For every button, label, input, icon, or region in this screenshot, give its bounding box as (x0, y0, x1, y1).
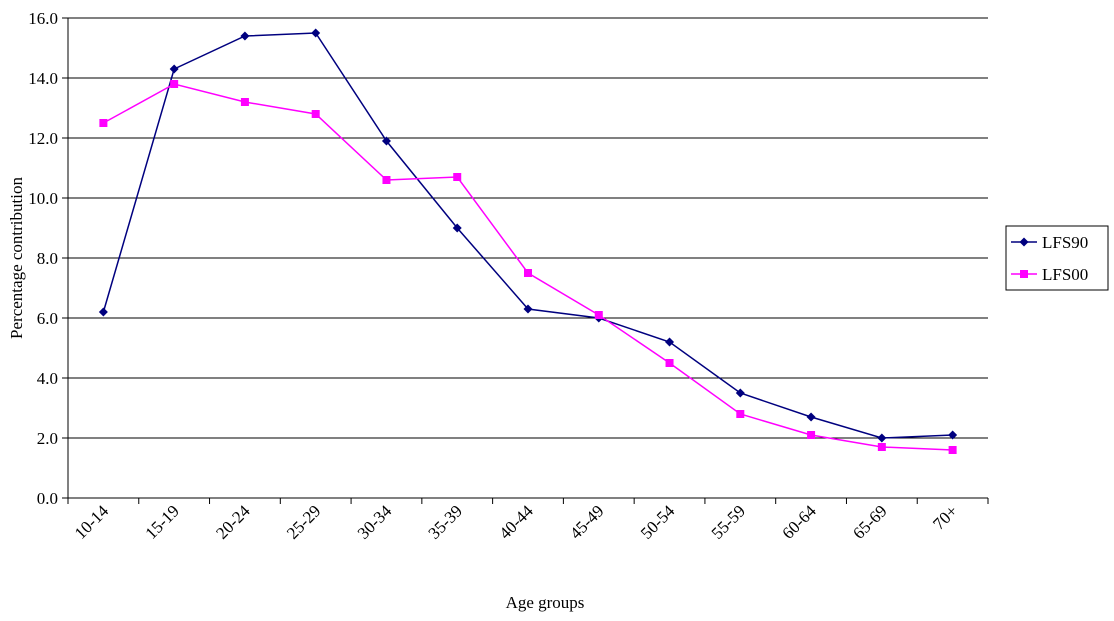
data-point (948, 430, 958, 440)
x-tick-label: 60-64 (778, 501, 820, 543)
x-tick-label: 50-54 (637, 501, 679, 543)
data-point (98, 307, 108, 317)
x-tick-label: 40-44 (495, 501, 537, 543)
y-tick-label: 8.0 (37, 249, 58, 268)
data-point (807, 431, 816, 439)
data-point (665, 359, 674, 367)
legend-box (1005, 225, 1109, 291)
series-group (98, 28, 958, 454)
y-tick-label: 10.0 (28, 189, 58, 208)
data-point (524, 269, 532, 277)
series-line (102, 32, 953, 439)
data-point (806, 412, 816, 422)
data-point (240, 31, 250, 41)
data-point (382, 176, 391, 184)
x-tick-label: 35-39 (425, 501, 466, 542)
data-point (736, 410, 745, 418)
x-tick-label: 20-24 (212, 501, 254, 543)
data-point (169, 64, 179, 74)
data-point (523, 304, 533, 314)
data-point (311, 28, 321, 38)
legend-item-lfs90: LFS90 (1011, 233, 1088, 252)
data-point (877, 443, 886, 451)
legend-item-lfs00: LFS00 (1011, 265, 1088, 284)
x-tick-labels: 10-14 15-19 20-24 25-29 30-34 35-39 40-44 45-49… (71, 501, 962, 543)
data-point (594, 311, 603, 319)
y-axis-label: Percentage contribution (7, 177, 26, 339)
legend-label: LFS90 (1042, 233, 1088, 252)
y-tick-label: 0.0 (37, 489, 58, 508)
x-tick-label: 65-69 (849, 501, 890, 542)
series-lfs00 (99, 80, 957, 454)
x-tick-label: 45-49 (566, 501, 607, 542)
y-tick-label: 4.0 (37, 369, 58, 388)
y-tick-labels: 0.0 2.0 4.0 6.0 8.0 10.0 12.0 14.0 16.0 (28, 9, 58, 508)
x-tick-label: 25-29 (283, 501, 324, 542)
x-axis-label: Age groups (506, 593, 585, 612)
data-point (381, 136, 391, 146)
data-point (240, 98, 249, 106)
data-point (453, 173, 462, 181)
y-tick-label: 2.0 (37, 429, 58, 448)
y-tick-label: 12.0 (28, 129, 58, 148)
x-tick-label: 70+ (929, 501, 961, 533)
legend-label: LFS00 (1042, 265, 1088, 284)
x-tick-label: 55-59 (708, 501, 749, 542)
series-line (103, 83, 953, 451)
series-lfs90 (98, 28, 958, 443)
data-point (877, 433, 887, 443)
data-point (311, 110, 320, 118)
axes (62, 17, 989, 504)
data-point (99, 119, 108, 127)
data-point (665, 337, 675, 347)
y-tick-label: 14.0 (28, 69, 58, 88)
gridlines (68, 17, 988, 439)
data-point (735, 388, 745, 398)
y-tick-label: 16.0 (28, 9, 58, 28)
x-tick-label: 15-19 (141, 501, 182, 542)
legend-marker (1019, 237, 1029, 247)
y-tick-label: 6.0 (37, 309, 58, 328)
data-point (948, 446, 957, 454)
data-point (452, 223, 462, 233)
x-tick-label: 30-34 (354, 501, 396, 543)
legend-marker (1020, 270, 1028, 278)
x-tick-label: 10-14 (71, 501, 113, 543)
data-point (170, 80, 179, 88)
legend: LFS90 LFS00 (1005, 225, 1109, 291)
